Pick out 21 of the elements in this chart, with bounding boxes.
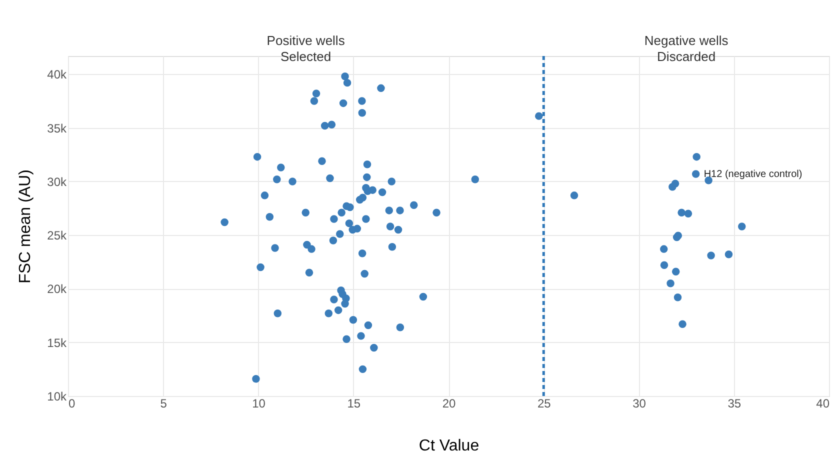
annotation: Negative wells Discarded [644, 33, 729, 64]
x-tick-label: 15 [347, 396, 361, 410]
x-tick-label: 30 [632, 396, 646, 410]
x-tick-label: 10 [252, 396, 266, 410]
y-tick-label: 20k [47, 282, 68, 296]
y-tick-label: 10k [47, 390, 68, 404]
y-axis-title: FSC mean (AU) [17, 170, 34, 284]
y-tick-label: 15k [47, 336, 68, 350]
y-tick-label: 35k [47, 121, 68, 136]
annotation: H12 (negative control) [704, 168, 802, 180]
x-tick-label: 40 [816, 396, 830, 410]
x-tick-label: 35 [728, 396, 742, 410]
x-tick-label: 25 [537, 396, 552, 410]
x-tick-label: 20 [442, 396, 456, 410]
y-tick-label: 40k [47, 68, 68, 82]
x-tick-label: 5 [160, 396, 168, 410]
x-axis-title: Ct Value [418, 438, 480, 454]
y-tick-label: 30k [47, 174, 68, 189]
annotation: Positive wells Selected [266, 33, 346, 64]
x-tick-label: 0 [68, 396, 76, 410]
y-tick-label: 25k [47, 228, 68, 243]
